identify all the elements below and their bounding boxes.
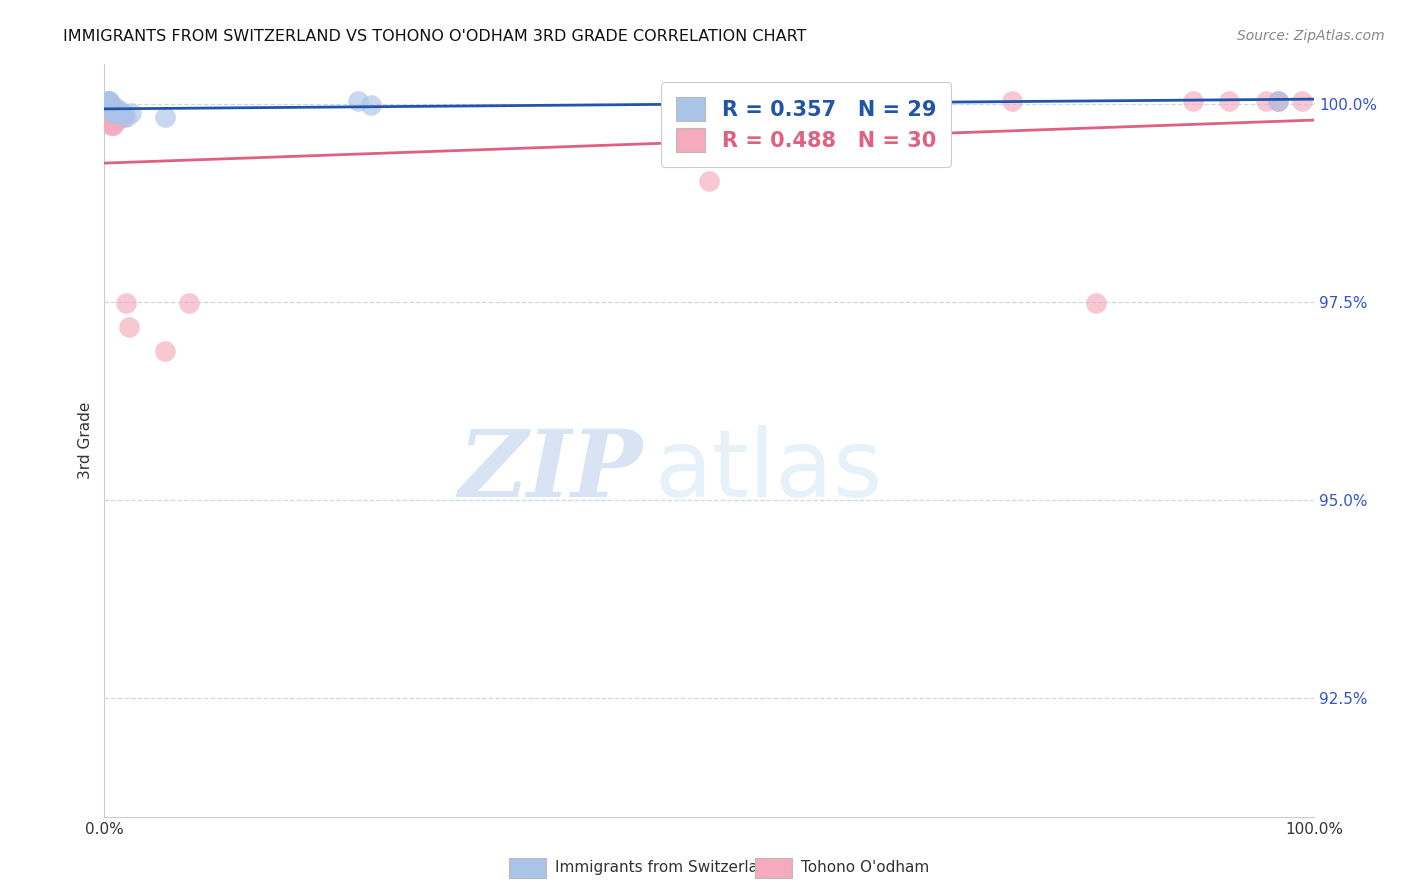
- Point: [101, 102, 124, 116]
- Text: Immigrants from Switzerland: Immigrants from Switzerland: [555, 861, 778, 875]
- Text: IMMIGRANTS FROM SWITZERLAND VS TOHONO O'ODHAM 3RD GRADE CORRELATION CHART: IMMIGRANTS FROM SWITZERLAND VS TOHONO O'…: [63, 29, 807, 44]
- Point: [105, 106, 128, 120]
- Point: [108, 110, 131, 124]
- Point: [1001, 95, 1024, 109]
- Point: [117, 320, 139, 334]
- Point: [108, 106, 131, 120]
- Point: [153, 110, 176, 124]
- Text: Tohono O'odham: Tohono O'odham: [801, 861, 929, 875]
- Point: [1267, 95, 1289, 109]
- Point: [98, 95, 121, 109]
- Text: Source: ZipAtlas.com: Source: ZipAtlas.com: [1237, 29, 1385, 43]
- Text: ZIP: ZIP: [458, 425, 643, 516]
- Point: [103, 114, 125, 128]
- Point: [100, 114, 122, 128]
- Legend: R = 0.357   N = 29, R = 0.488   N = 30: R = 0.357 N = 29, R = 0.488 N = 30: [661, 82, 950, 167]
- Point: [100, 98, 122, 112]
- Point: [153, 343, 176, 358]
- Point: [879, 95, 901, 109]
- Point: [103, 114, 125, 128]
- Point: [100, 98, 122, 112]
- Point: [108, 106, 131, 120]
- Point: [97, 95, 120, 109]
- Point: [98, 114, 121, 128]
- Point: [97, 95, 120, 109]
- Point: [1267, 95, 1289, 109]
- Point: [101, 106, 124, 120]
- Point: [101, 118, 124, 132]
- Point: [111, 110, 134, 124]
- Point: [111, 106, 134, 120]
- Text: atlas: atlas: [655, 425, 883, 516]
- Point: [115, 110, 138, 124]
- Point: [97, 114, 120, 128]
- Point: [105, 106, 128, 120]
- Point: [100, 102, 122, 116]
- Point: [100, 110, 122, 124]
- Point: [177, 296, 200, 310]
- Point: [120, 106, 142, 120]
- Point: [360, 98, 382, 112]
- Point: [101, 118, 124, 132]
- Point: [115, 296, 138, 310]
- Point: [697, 173, 720, 187]
- Point: [100, 118, 122, 132]
- Point: [1291, 95, 1313, 109]
- Point: [107, 102, 129, 116]
- Point: [100, 114, 122, 128]
- Point: [100, 98, 122, 112]
- Point: [105, 114, 128, 128]
- Point: [100, 98, 122, 112]
- Point: [103, 102, 125, 116]
- Y-axis label: 3rd Grade: 3rd Grade: [79, 401, 93, 479]
- Point: [347, 95, 370, 109]
- Point: [100, 102, 122, 116]
- Point: [770, 95, 793, 109]
- Point: [783, 95, 806, 109]
- Point: [1254, 95, 1277, 109]
- Point: [1182, 95, 1205, 109]
- Point: [103, 106, 125, 120]
- Point: [104, 102, 127, 116]
- Point: [1218, 95, 1240, 109]
- Point: [1085, 296, 1108, 310]
- Point: [98, 95, 121, 109]
- Point: [111, 110, 134, 124]
- Point: [1267, 95, 1289, 109]
- Point: [98, 114, 121, 128]
- Point: [100, 98, 122, 112]
